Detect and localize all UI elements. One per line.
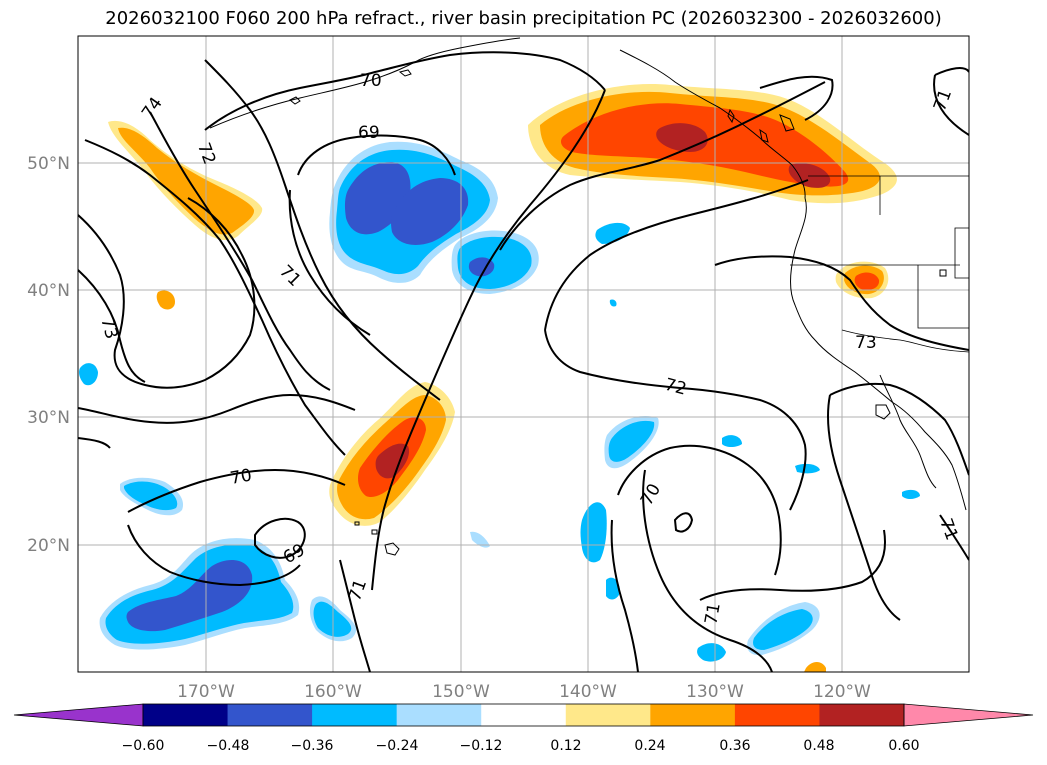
lon-label: 120°W	[813, 682, 871, 702]
colorbar-segment	[143, 704, 229, 726]
longitude-labels: 170°W 160°W 150°W 140°W 130°W 120°W	[177, 682, 871, 702]
colorbar-tick-label: 0.36	[719, 738, 750, 754]
lon-label: 150°W	[432, 682, 490, 702]
refractivity-contours	[78, 51, 969, 672]
colorbar-segment	[396, 704, 482, 726]
colorbar-tick-label: 0.12	[550, 738, 581, 754]
colorbar-segment	[227, 704, 313, 726]
lon-label: 170°W	[177, 682, 235, 702]
contour-label: 73	[855, 333, 877, 353]
graticule	[78, 36, 969, 672]
colorbar-tick-label: −0.60	[122, 738, 165, 754]
lat-label: 30°N	[27, 408, 70, 428]
colorbar-tick-label: −0.12	[460, 738, 503, 754]
figure-title: 2026032100 F060 200 hPa refract., river …	[105, 8, 942, 29]
precip-shading	[79, 84, 920, 672]
colorbar-tick-label: 0.24	[634, 738, 665, 754]
colorbar-tick-label: −0.48	[207, 738, 250, 754]
colorbar-segment	[650, 704, 736, 726]
contour-label: 70	[229, 465, 254, 488]
colorbar-tick-label: 0.48	[803, 738, 834, 754]
colorbar	[13, 703, 1034, 727]
lon-label: 160°W	[304, 682, 362, 702]
colorbar-outline	[142, 703, 905, 727]
colorbar-segment	[734, 704, 820, 726]
colorbar-tick-labels: −0.60 −0.48 −0.36 −0.24 −0.12 0.12 0.24 …	[122, 738, 920, 754]
colorbar-extend-max	[903, 703, 1034, 727]
lon-label: 140°W	[559, 682, 617, 702]
contour-label: 71	[701, 601, 724, 626]
colorbar-segment	[819, 704, 905, 726]
lat-label: 20°N	[27, 536, 70, 556]
contour-label: 69	[358, 123, 380, 143]
latitude-labels: 50°N 40°N 30°N 20°N	[27, 154, 70, 556]
contour-label: 70	[360, 71, 382, 91]
colorbar-segment	[312, 704, 398, 726]
political-borders	[790, 175, 969, 353]
colorbar-segment	[481, 704, 567, 726]
colorbar-tick-label: 0.60	[888, 738, 919, 754]
colorbar-extend-min	[13, 703, 144, 727]
colorbar-segment	[565, 704, 651, 726]
colorbar-tick-label: −0.24	[376, 738, 419, 754]
lon-label: 130°W	[686, 682, 744, 702]
map-frame	[77, 35, 970, 673]
lat-label: 50°N	[27, 154, 70, 174]
colorbar-tick-label: −0.36	[291, 738, 334, 754]
coastlines	[209, 37, 967, 556]
lat-label: 40°N	[27, 281, 70, 301]
